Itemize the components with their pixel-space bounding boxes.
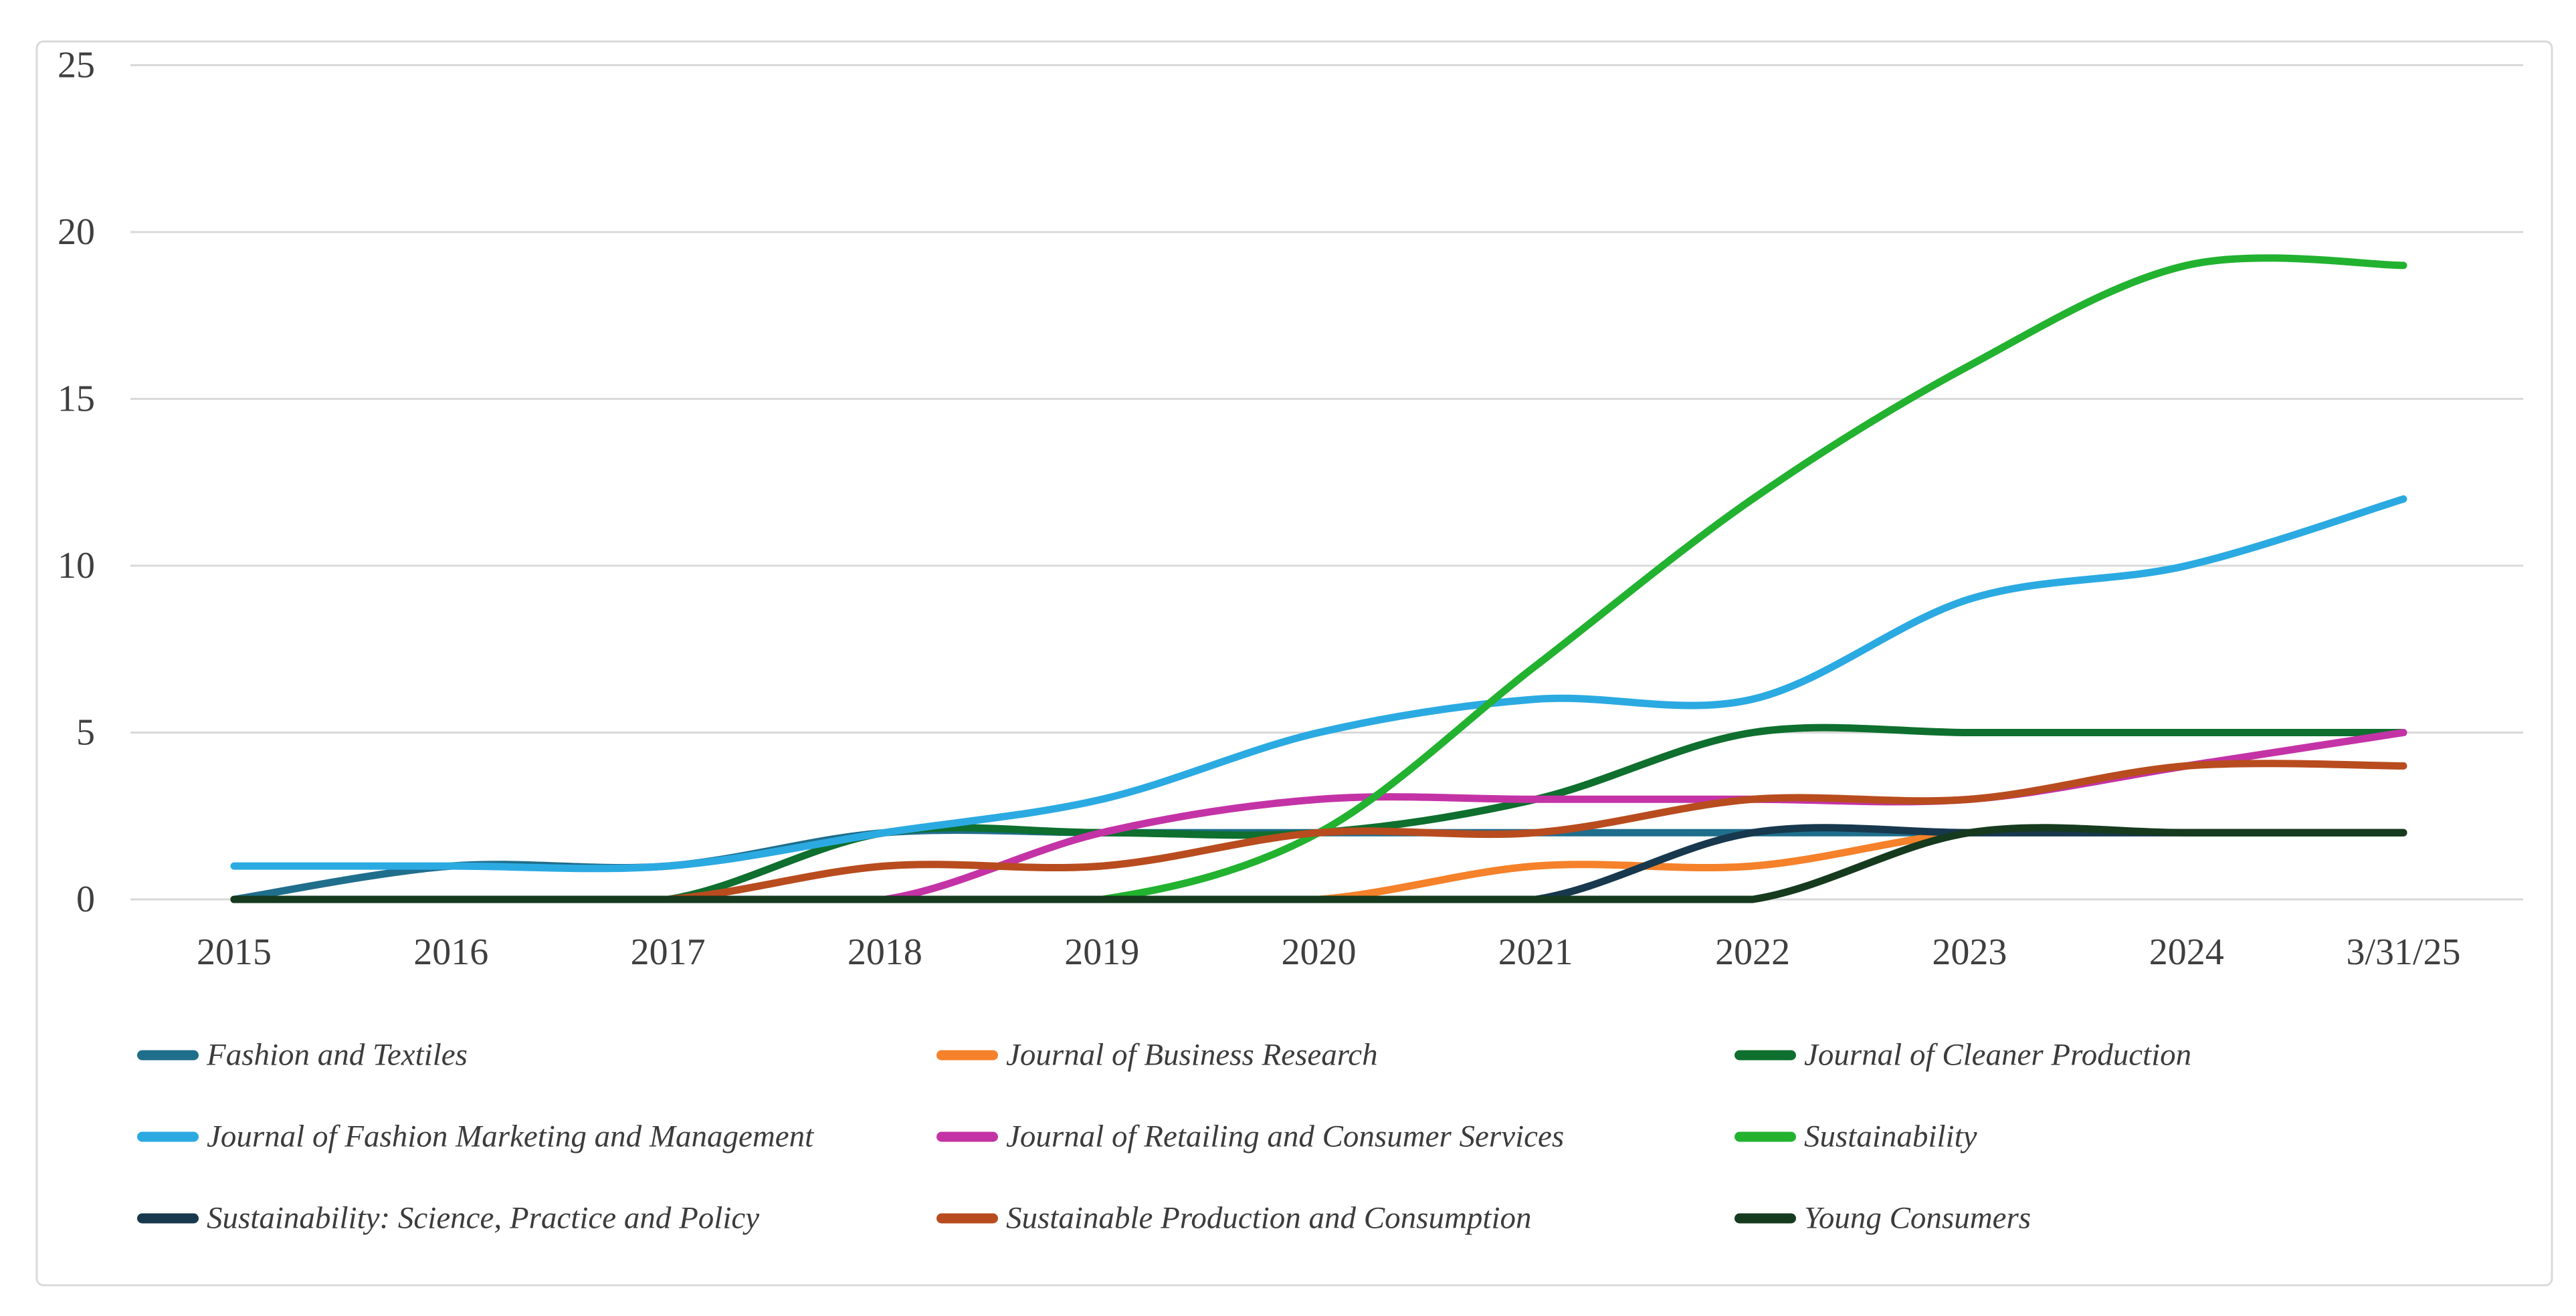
svg-text:3/31/25: 3/31/25 bbox=[2346, 931, 2460, 973]
legend-item-fashion-and-textiles: Fashion and Textiles bbox=[137, 1037, 468, 1073]
legend-item-journal-of-retailing-and-consumer-services: Journal of Retailing and Consumer Servic… bbox=[936, 1121, 1564, 1153]
legend-item-journal-of-cleaner-production: Journal of Cleaner Production bbox=[1735, 1037, 2192, 1073]
svg-text:20: 20 bbox=[58, 211, 95, 253]
legend-label: Journal of Retailing and Consumer Servic… bbox=[1006, 1119, 1565, 1154]
svg-text:2019: 2019 bbox=[1064, 931, 1139, 973]
legend-label: Sustainability: Science, Practice and Po… bbox=[207, 1200, 760, 1236]
legend-label: Sustainable Production and Consumption bbox=[1006, 1200, 1532, 1236]
legend-swatch bbox=[1735, 1131, 1796, 1142]
legend-swatch bbox=[936, 1050, 998, 1061]
legend-item-sustainability-science-practice-and-policy: Sustainability: Science, Practice and Po… bbox=[137, 1200, 760, 1236]
legend-label: Journal of Business Research bbox=[1006, 1037, 1378, 1073]
legend-item-young-consumers: Young Consumers bbox=[1735, 1200, 2032, 1236]
legend-label: Young Consumers bbox=[1804, 1200, 2032, 1236]
svg-text:15: 15 bbox=[58, 378, 95, 420]
svg-text:2018: 2018 bbox=[848, 931, 922, 973]
legend-swatch bbox=[137, 1050, 199, 1061]
legend-item-journal-of-fashion-marketing-and-management: Journal of Fashion Marketing and Managem… bbox=[137, 1121, 813, 1153]
legend-swatch bbox=[936, 1131, 998, 1142]
legend-label: Fashion and Textiles bbox=[207, 1037, 468, 1073]
svg-text:5: 5 bbox=[76, 712, 95, 754]
legend-swatch bbox=[1735, 1050, 1796, 1061]
svg-text:2015: 2015 bbox=[197, 931, 272, 973]
legend-swatch bbox=[137, 1213, 199, 1224]
svg-text:2022: 2022 bbox=[1715, 931, 1790, 973]
legend-swatch bbox=[137, 1131, 199, 1142]
svg-text:2024: 2024 bbox=[2149, 931, 2224, 973]
legend-swatch bbox=[936, 1213, 998, 1224]
legend-label: Journal of Fashion Marketing and Managem… bbox=[207, 1119, 814, 1154]
svg-text:2021: 2021 bbox=[1498, 931, 1573, 973]
legend-item-sustainable-production-and-consumption: Sustainable Production and Consumption bbox=[936, 1200, 1532, 1236]
svg-text:25: 25 bbox=[58, 45, 95, 86]
svg-text:2017: 2017 bbox=[631, 931, 706, 973]
svg-text:0: 0 bbox=[76, 879, 95, 920]
legend-item-sustainability: Sustainability bbox=[1735, 1121, 1977, 1153]
legend-swatch bbox=[1735, 1213, 1796, 1224]
svg-text:2023: 2023 bbox=[1932, 931, 2007, 973]
legend-label: Sustainability bbox=[1804, 1119, 1977, 1154]
svg-text:2016: 2016 bbox=[413, 931, 488, 973]
legend-item-journal-of-business-research: Journal of Business Research bbox=[936, 1037, 1378, 1073]
legend-label: Journal of Cleaner Production bbox=[1804, 1037, 2192, 1073]
svg-text:2020: 2020 bbox=[1282, 931, 1357, 973]
svg-text:10: 10 bbox=[58, 545, 95, 586]
